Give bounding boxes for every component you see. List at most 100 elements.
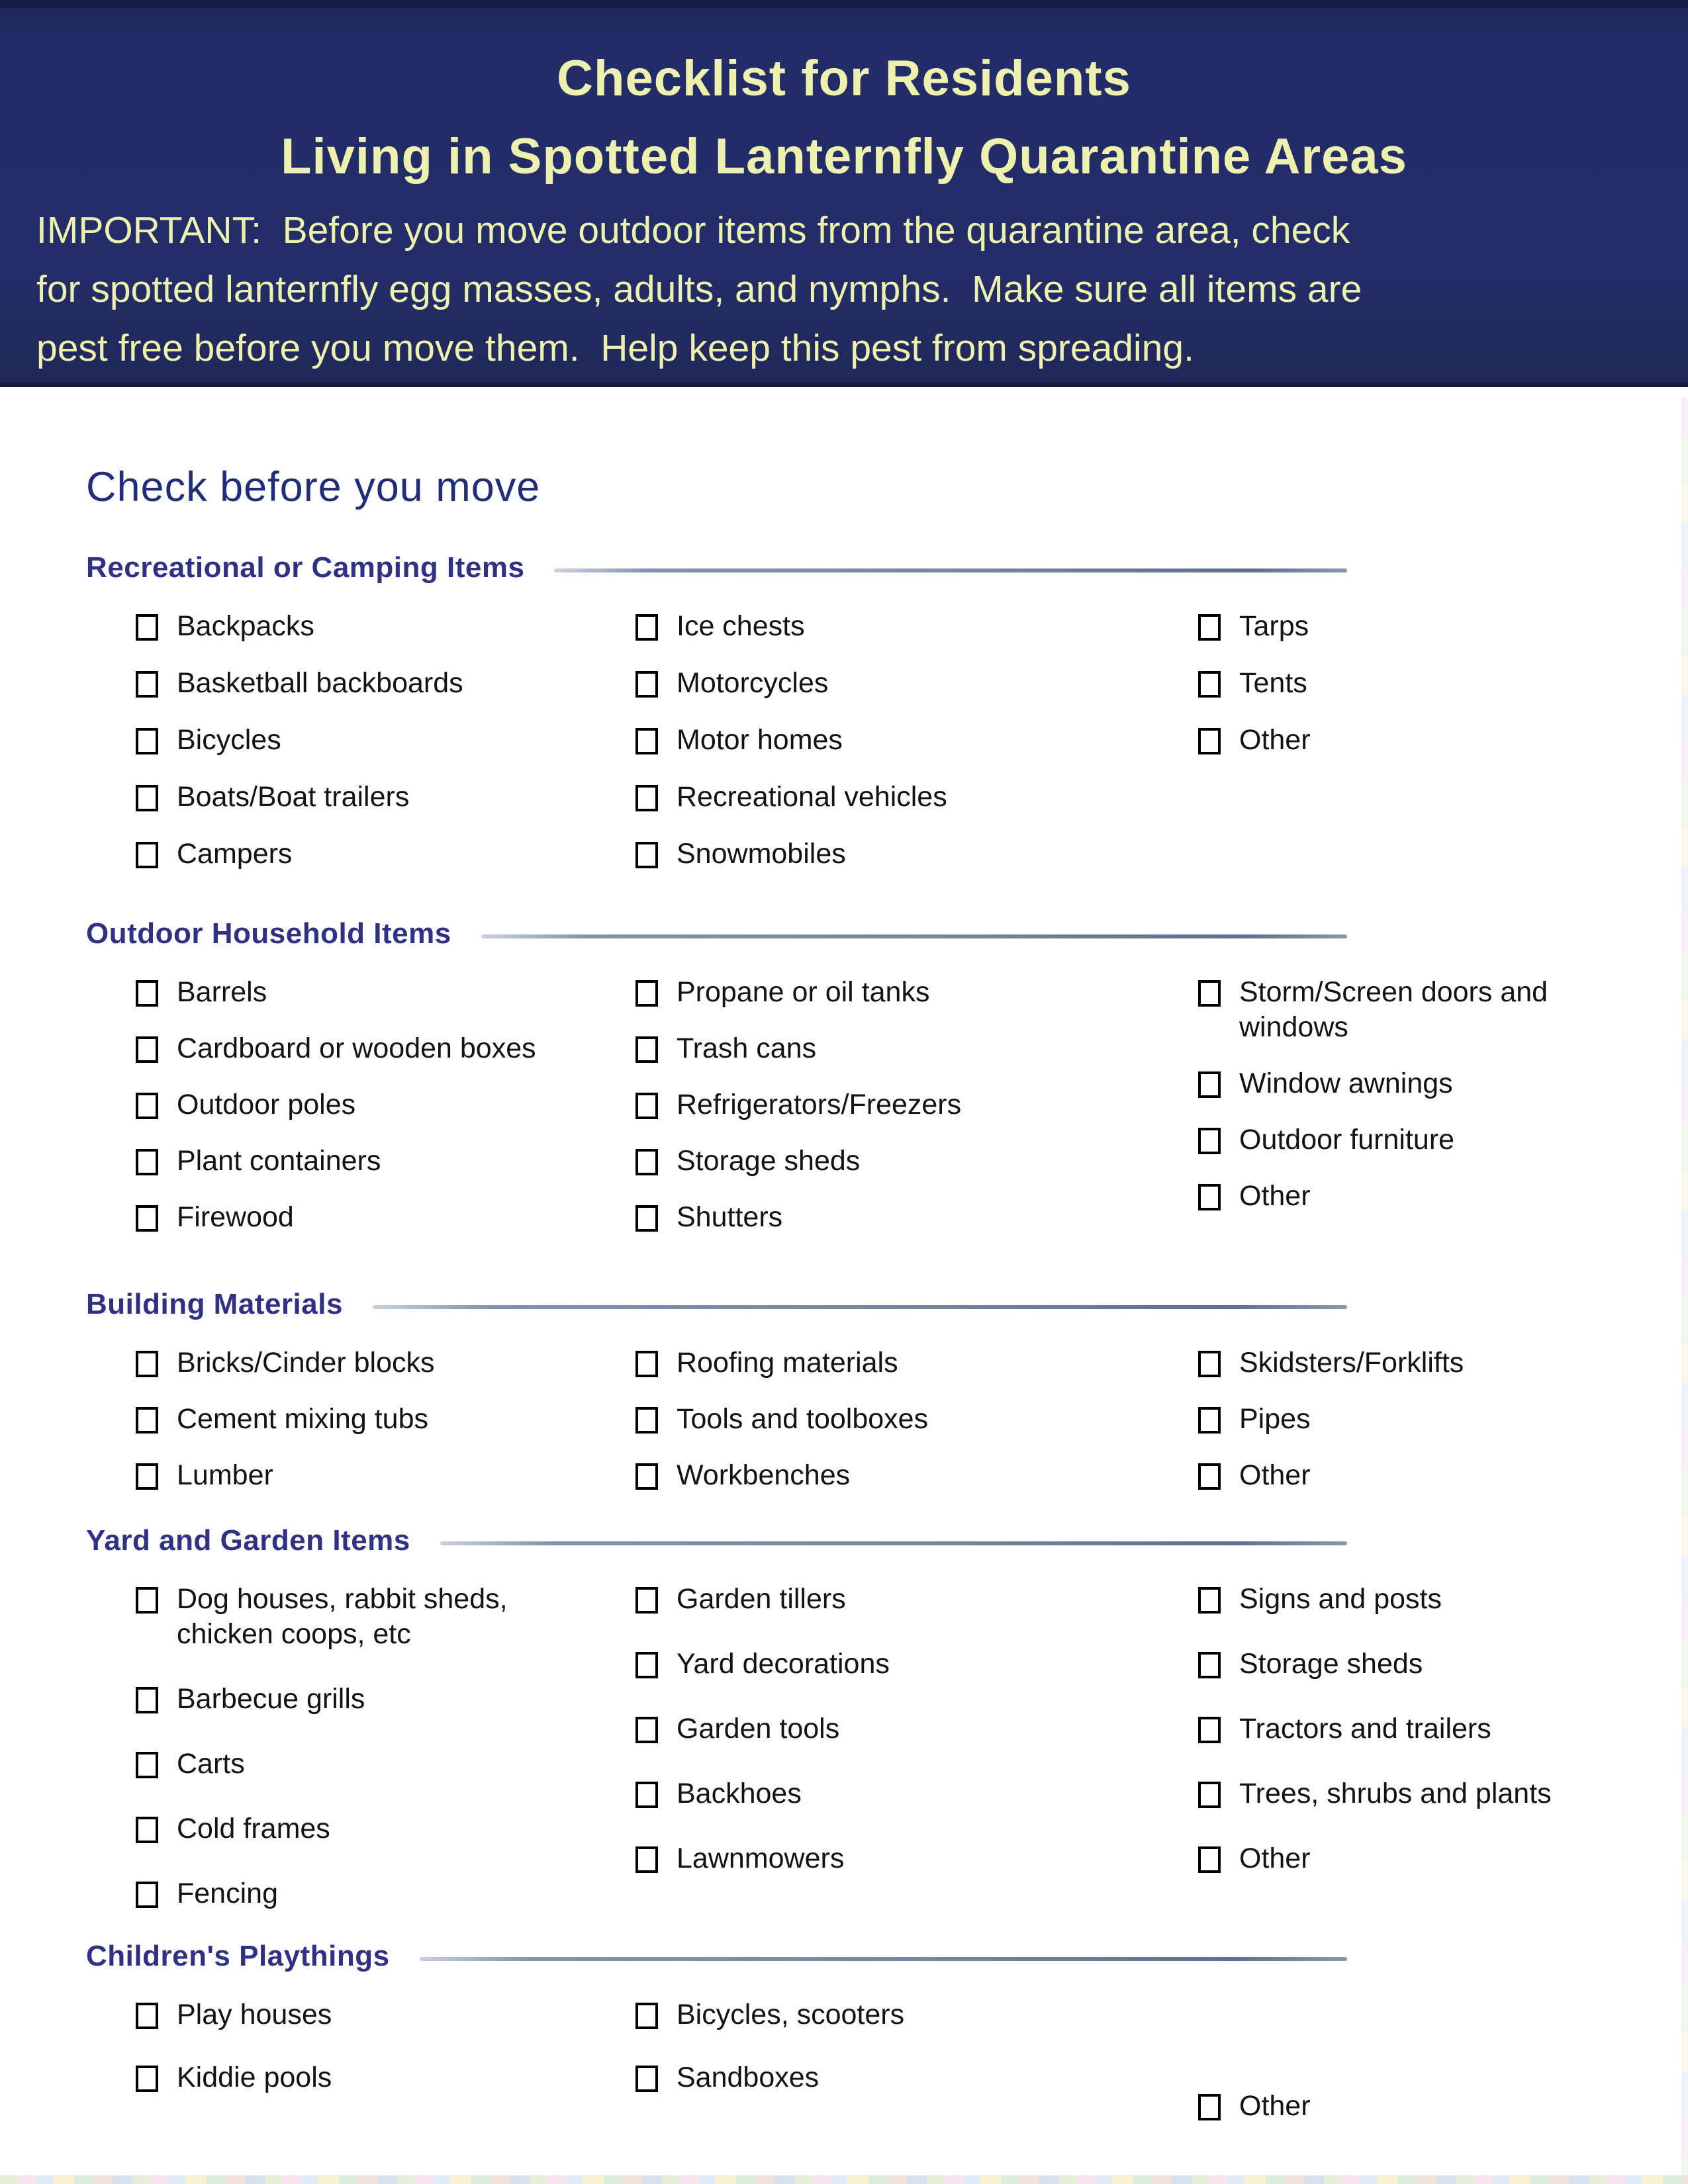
- checkbox-item: Skidsters/Forklifts: [1198, 1345, 1662, 1381]
- checkbox-item: Firewood: [136, 1200, 573, 1235]
- checkbox[interactable]: [1198, 1846, 1221, 1873]
- section-rule-line: [419, 1957, 1347, 1961]
- checkbox[interactable]: [136, 1205, 158, 1232]
- section-children-s-playthings: Children's Playthings Play houses Kiddie p…: [86, 1939, 1688, 2122]
- checkbox[interactable]: [635, 1205, 658, 1232]
- checkbox[interactable]: [136, 1752, 158, 1778]
- checkbox[interactable]: [635, 1652, 658, 1678]
- checkbox[interactable]: [1198, 1463, 1221, 1490]
- checkbox[interactable]: [635, 614, 658, 641]
- checkbox-item: Propane or oil tanks: [635, 975, 1139, 1010]
- section-building-materials: Building Materials Bricks/Cinder blocks Ce…: [86, 1287, 1688, 1491]
- checkbox[interactable]: [1198, 1587, 1221, 1614]
- checkbox[interactable]: [1198, 1184, 1221, 1210]
- checkbox-label: Boats/Boat trailers: [177, 781, 410, 813]
- checkbox[interactable]: [635, 2066, 658, 2092]
- checkbox[interactable]: [136, 1036, 158, 1063]
- checkbox-label: Outdoor poles: [177, 1089, 356, 1120]
- checkbox-label: Ice chests: [677, 610, 805, 642]
- item-column: Barrels Cardboard or wooden boxes Outdoor …: [136, 975, 573, 1256]
- checkbox[interactable]: [1198, 1128, 1221, 1154]
- checkbox[interactable]: [635, 1463, 658, 1490]
- checkbox-item: Tractors and trailers: [1198, 1711, 1662, 1747]
- checkbox-item: Ice chests: [635, 609, 1139, 644]
- checkbox[interactable]: [1198, 2094, 1221, 2120]
- checkbox[interactable]: [1198, 1652, 1221, 1678]
- checkbox[interactable]: [635, 728, 658, 754]
- checkbox[interactable]: [1198, 1071, 1221, 1098]
- item-column: Propane or oil tanks Trash cans Refrigerat…: [635, 975, 1139, 1256]
- section-header: Children's Playthings: [86, 1939, 1347, 1974]
- checkbox-label: Firewood: [177, 1201, 294, 1233]
- checkbox[interactable]: [635, 785, 658, 811]
- checkbox-item: Cardboard or wooden boxes: [136, 1031, 573, 1066]
- item-column: Skidsters/Forklifts Pipes Other: [1198, 1345, 1662, 1514]
- checkbox[interactable]: [635, 1407, 658, 1433]
- checkbox[interactable]: [635, 671, 658, 698]
- section-header: Recreational or Camping Items: [86, 551, 1347, 585]
- checkbox[interactable]: [136, 1463, 158, 1490]
- checkbox[interactable]: [635, 1782, 658, 1808]
- section-title: Outdoor Household Items: [86, 917, 451, 950]
- checkbox-label: Garden tools: [677, 1713, 840, 1745]
- page-heading: Check before you move: [86, 464, 541, 510]
- checkbox-label: Tools and toolboxes: [677, 1403, 929, 1435]
- checkbox[interactable]: [635, 1717, 658, 1743]
- checkbox-label: Skidsters/Forklifts: [1239, 1347, 1464, 1379]
- checkbox[interactable]: [136, 1817, 158, 1843]
- checkbox[interactable]: [635, 2003, 658, 2029]
- checkbox[interactable]: [136, 1407, 158, 1433]
- checkbox-label: Storage sheds: [677, 1145, 861, 1177]
- checkbox[interactable]: [136, 2066, 158, 2092]
- section-title: Children's Playthings: [86, 1940, 390, 1972]
- checkbox-item: Window awnings: [1198, 1066, 1662, 1101]
- checkbox-label: Campers: [177, 838, 293, 870]
- checkbox-item: Lumber: [136, 1458, 573, 1493]
- checkbox[interactable]: [1198, 1717, 1221, 1743]
- checkbox[interactable]: [635, 1149, 658, 1175]
- checkbox-item: Outdoor poles: [136, 1087, 573, 1122]
- checkbox[interactable]: [635, 1846, 658, 1873]
- checkbox[interactable]: [1198, 671, 1221, 698]
- checkbox-label: Motor homes: [677, 724, 843, 756]
- checkbox-item: Basketball backboards: [136, 666, 573, 701]
- checkbox-label: Yard decorations: [677, 1648, 890, 1680]
- checkbox[interactable]: [136, 980, 158, 1007]
- checkbox[interactable]: [635, 1093, 658, 1119]
- checkbox-item: Trash cans: [635, 1031, 1139, 1066]
- checkbox[interactable]: [635, 842, 658, 868]
- checkbox[interactable]: [635, 1036, 658, 1063]
- checkbox-label: Bicycles: [177, 724, 281, 756]
- checkbox-label: Cardboard or wooden boxes: [177, 1032, 536, 1064]
- checkbox[interactable]: [1198, 1782, 1221, 1808]
- title-line-1: Checklist for Residents: [557, 50, 1131, 107]
- checkbox[interactable]: [1198, 614, 1221, 641]
- checkbox[interactable]: [136, 1149, 158, 1175]
- checkbox[interactable]: [635, 980, 658, 1007]
- title-line-2: Living in Spotted Lanternfly Quarantine …: [281, 128, 1407, 185]
- checkbox-item: Other: [1198, 2089, 1662, 2124]
- checkbox[interactable]: [136, 671, 158, 698]
- checkbox[interactable]: [136, 1351, 158, 1377]
- checkbox-label: Tractors and trailers: [1239, 1713, 1491, 1745]
- checkbox[interactable]: [1198, 980, 1221, 1007]
- checkbox-label: Signs and posts: [1239, 1583, 1442, 1615]
- checkbox[interactable]: [136, 1882, 158, 1908]
- checkbox[interactable]: [136, 2003, 158, 2029]
- checkbox[interactable]: [136, 785, 158, 811]
- checkbox-label: Basketball backboards: [177, 667, 463, 699]
- checkbox-item: Recreational vehicles: [635, 780, 1139, 815]
- checkbox[interactable]: [1198, 1351, 1221, 1377]
- checkbox[interactable]: [136, 842, 158, 868]
- checkbox[interactable]: [136, 728, 158, 754]
- checkbox[interactable]: [136, 614, 158, 641]
- checkbox-label: Other: [1239, 1459, 1311, 1491]
- checkbox[interactable]: [635, 1587, 658, 1614]
- checkbox[interactable]: [136, 1687, 158, 1713]
- checkbox[interactable]: [1198, 728, 1221, 754]
- checkbox[interactable]: [136, 1093, 158, 1119]
- checkbox-label: Barrels: [177, 976, 267, 1008]
- checkbox[interactable]: [1198, 1407, 1221, 1433]
- checkbox[interactable]: [136, 1587, 158, 1614]
- checkbox[interactable]: [635, 1351, 658, 1377]
